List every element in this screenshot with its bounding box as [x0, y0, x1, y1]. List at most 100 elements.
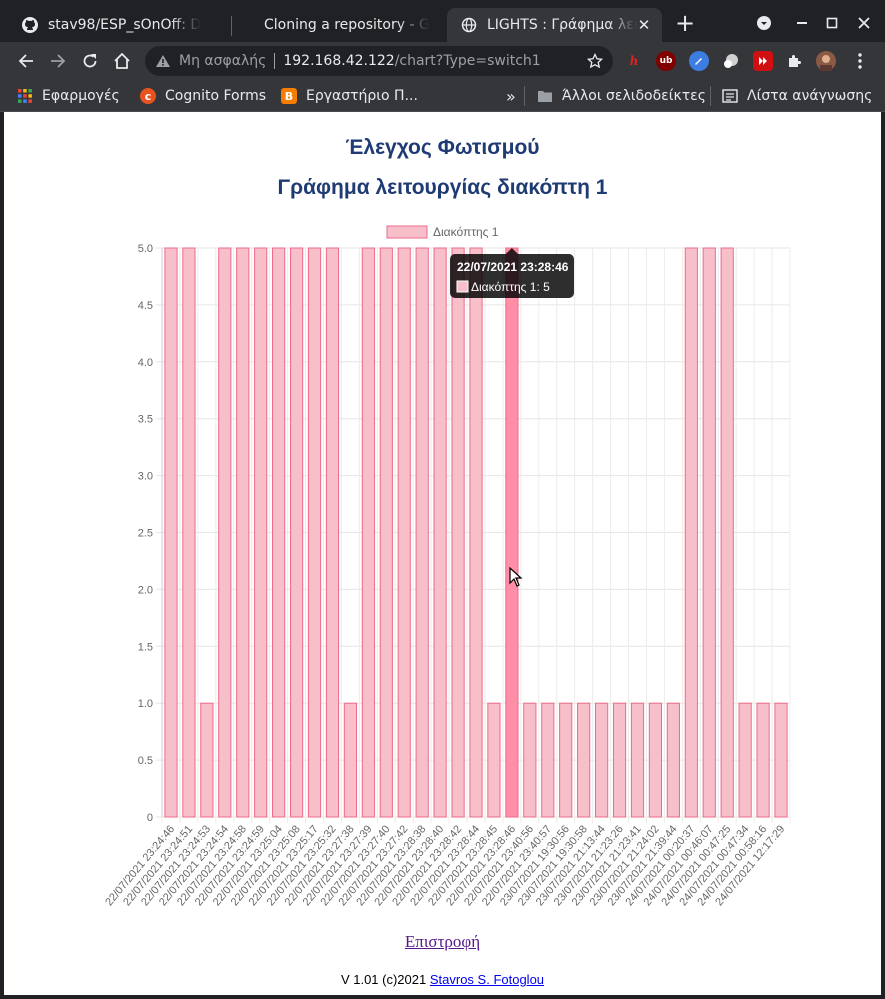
- y-tick-label: 0.5: [138, 755, 153, 767]
- tab-title: LIGHTS : Γράφημα λειτ: [487, 17, 637, 33]
- bookmark-apps[interactable]: Εφαρμογές: [17, 84, 120, 108]
- bookmark-label: Λίστα ανάγνωσης: [747, 88, 873, 104]
- tab-lights-chart[interactable]: LIGHTS : Γράφημα λειτ ✕: [447, 8, 662, 42]
- bookmark-separator: [710, 86, 711, 106]
- warning-icon[interactable]: [155, 54, 171, 68]
- y-tick-label: 1.0: [138, 698, 153, 710]
- maximize-icon[interactable]: [817, 8, 847, 38]
- bar: [666, 702, 680, 818]
- bar: [343, 702, 358, 818]
- honey-extension-icon[interactable]: h: [629, 54, 639, 68]
- bar: [164, 247, 178, 818]
- bar: [594, 702, 609, 818]
- page-heading: Έλεγχος Φωτισμού: [345, 136, 540, 159]
- bookmark-lab[interactable]: B Εργαστήριο Π...: [281, 84, 418, 108]
- bar: [756, 702, 770, 818]
- mouse-cursor: [509, 566, 523, 591]
- profile-avatar[interactable]: [816, 51, 836, 71]
- y-tick-label: 0: [147, 812, 153, 824]
- close-window-icon[interactable]: [849, 8, 879, 38]
- bar: [505, 247, 519, 818]
- bar: [541, 702, 555, 818]
- reading-list-button[interactable]: Λίστα ανάγνωσης: [722, 84, 872, 108]
- tab-title: stav98/ESP_sOnOff: D: [48, 17, 202, 33]
- tooltip-label: Διακόπτης 1: 5: [471, 280, 550, 294]
- bar-chart: 0 0.5 1.0 1.5 2.0 2.5 3.0 3.5 4.0 4.5 5.0 22/07/202…: [4, 112, 881, 995]
- window-border-right: [881, 112, 885, 999]
- bookmarks-overflow-button[interactable]: »: [506, 86, 516, 106]
- back-icon[interactable]: [11, 46, 41, 76]
- bar: [630, 702, 645, 818]
- tab-cloning-repository[interactable]: Cloning a repository - G: [250, 8, 445, 42]
- bookmark-label: Εργαστήριο Π...: [306, 88, 418, 104]
- y-tick-label: 3.5: [138, 414, 153, 426]
- menu-kebab-icon[interactable]: [850, 51, 870, 71]
- bar: [487, 702, 501, 818]
- author-link[interactable]: Stavros S. Fotoglou: [429, 972, 545, 987]
- star-icon[interactable]: [587, 53, 603, 69]
- tab-separator: [231, 16, 232, 36]
- colorful-extension-icon[interactable]: [689, 51, 709, 71]
- legend-label: Διακόπτης 1: [433, 225, 499, 239]
- y-tick-label: 4.5: [138, 300, 153, 312]
- close-icon[interactable]: ✕: [637, 16, 651, 34]
- bar: [236, 247, 250, 818]
- globe-icon: [461, 17, 477, 33]
- address-bar[interactable]: Μη ασφαλής 192.168.42.122 /chart?Type=sw…: [145, 46, 613, 76]
- extensions-puzzle-icon[interactable]: [785, 51, 805, 71]
- toolbar: Μη ασφαλής 192.168.42.122 /chart?Type=sw…: [0, 42, 885, 80]
- bar: [218, 247, 232, 818]
- chart-heading: Γράφημα λειτουργίας διακόπτη 1: [277, 176, 608, 199]
- back-link[interactable]: Επιστροφή: [404, 932, 481, 951]
- y-tick-label: 2.0: [138, 584, 153, 596]
- bar: [200, 702, 214, 818]
- tab-title: Cloning a repository - G: [264, 17, 430, 33]
- url-host: 192.168.42.122: [283, 53, 395, 69]
- forward-extension-icon[interactable]: [753, 51, 773, 71]
- footer-version: V 1.01 (c)2021: [340, 972, 427, 987]
- back-link-container: Επιστροφή: [4, 932, 881, 952]
- bar: [469, 247, 483, 818]
- bar: [379, 247, 393, 818]
- blogger-icon: B: [281, 88, 297, 104]
- bar: [325, 247, 340, 818]
- page-content: Έλεγχος Φωτισμού Γράφημα λειτουργίας δια…: [4, 112, 881, 995]
- tab-github-repo[interactable]: stav98/ESP_sOnOff: D: [8, 8, 230, 42]
- bar: [254, 247, 268, 818]
- tooltip-title: 22/07/2021 23:28:46: [457, 260, 569, 274]
- y-tick-label: 2.5: [138, 528, 153, 540]
- forward-icon[interactable]: [43, 46, 73, 76]
- bar: [559, 702, 573, 818]
- bookmark-label: Άλλοι σελιδοδείκτες: [562, 88, 706, 104]
- reload-icon[interactable]: [75, 46, 105, 76]
- bookmark-cognito-forms[interactable]: c Cognito Forms: [140, 84, 266, 108]
- url-path: /chart?Type=switch1: [394, 53, 541, 69]
- bar: [361, 247, 375, 818]
- ghost-extension-icon[interactable]: [721, 51, 741, 71]
- y-tick-label: 3.0: [138, 471, 153, 483]
- bookmark-other-folder[interactable]: Άλλοι σελιδοδείκτες: [537, 84, 706, 108]
- y-tick-label: 1.5: [138, 641, 153, 653]
- security-label: Μη ασφαλής: [179, 53, 267, 69]
- bar: [684, 247, 698, 818]
- ublock-extension-icon[interactable]: ub: [656, 51, 676, 71]
- tooltip: [450, 254, 574, 298]
- bar: [289, 247, 304, 818]
- tab-strip: stav98/ESP_sOnOff: D Cloning a repositor…: [0, 0, 885, 42]
- new-tab-button[interactable]: +: [674, 9, 696, 37]
- tooltip-swatch: [456, 280, 469, 293]
- bar: [612, 702, 627, 818]
- bar: [397, 247, 411, 818]
- minimize-icon[interactable]: [787, 8, 817, 38]
- apps-grid-icon: [17, 88, 33, 104]
- tab-search-icon[interactable]: [749, 8, 779, 38]
- legend-swatch: [386, 225, 428, 239]
- bar: [720, 247, 734, 818]
- bar: [648, 702, 663, 818]
- folder-icon: [537, 88, 553, 104]
- chart-canvas: 0 0.5 1.0 1.5 2.0 2.5 3.0 3.5 4.0 4.5 5.0 22/07/202…: [103, 225, 791, 908]
- bar: [451, 247, 465, 818]
- address-separator: [274, 53, 276, 69]
- home-icon[interactable]: [107, 46, 137, 76]
- bar: [433, 247, 447, 818]
